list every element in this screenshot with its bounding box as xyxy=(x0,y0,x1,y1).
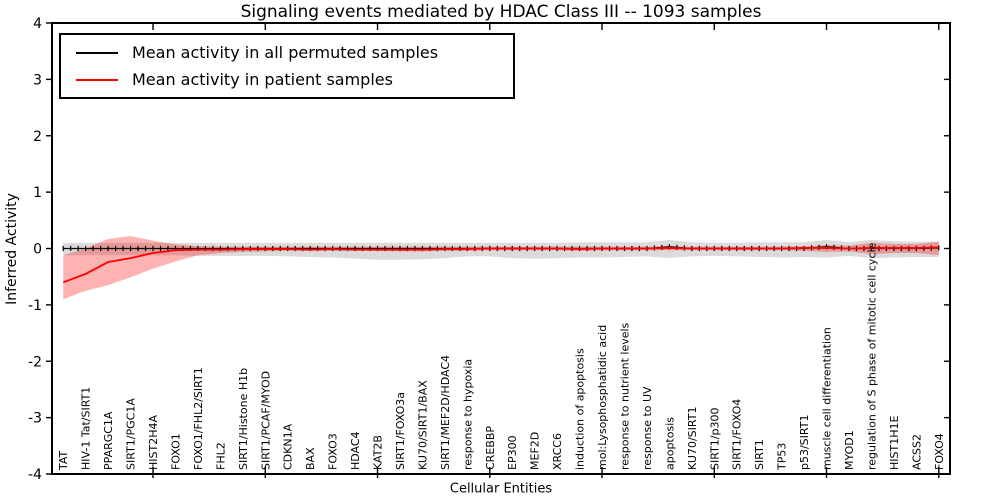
x-entity-label: mol:Lysophosphatidic acid xyxy=(596,325,609,470)
x-entity-label: FOXO1 xyxy=(169,433,182,470)
x-entity-label: FOXO3 xyxy=(327,433,340,470)
x-entity-label: apoptosis xyxy=(663,417,676,470)
y-tick-label: -4 xyxy=(28,467,42,483)
x-entity-label: PPARGC1A xyxy=(102,411,115,470)
x-entity-label: p53/SIRT1 xyxy=(798,415,811,470)
x-entity-label: FHL2 xyxy=(214,442,227,470)
y-tick-label: -2 xyxy=(28,354,42,370)
x-entity-label: CDKN1A xyxy=(282,423,295,470)
x-entity-label: XRCC6 xyxy=(551,433,564,470)
x-entity-label: SIRT1/FOXO4 xyxy=(731,399,744,470)
x-entity-label: SIRT1/p300 xyxy=(708,408,721,470)
x-entity-label: TAT xyxy=(57,450,70,471)
x-entity-label: MYOD1 xyxy=(843,430,856,470)
x-entity-label: FOXO4 xyxy=(933,433,946,470)
x-entity-label: MEF2D xyxy=(529,432,542,470)
x-entity-label: HIST2H4A xyxy=(147,415,160,470)
y-tick-label: 3 xyxy=(33,72,42,88)
x-entity-label: HIV-1 Tat/SIRT1 xyxy=(80,387,93,470)
x-entity-label: SIRT1/PCAF/MYOD xyxy=(259,371,272,470)
x-entity-label: CREBBP xyxy=(484,426,497,470)
x-entity-label: KAT2B xyxy=(372,435,385,470)
legend-item-patient: Mean activity in patient samples xyxy=(61,70,513,89)
x-entity-label: induction of apoptosis xyxy=(574,348,587,470)
legend-item-permuted: Mean activity in all permuted samples xyxy=(61,43,513,62)
legend-label: Mean activity in patient samples xyxy=(132,70,393,89)
x-entity-label: KU70/SIRT1 xyxy=(686,407,699,470)
y-tick-label: -1 xyxy=(28,298,42,314)
x-entity-label: FOXO1/FHL2/SIRT1 xyxy=(192,367,205,470)
y-tick-label: 0 xyxy=(33,242,42,258)
x-entity-label: regulation of S phase of mitotic cell cy… xyxy=(865,242,878,470)
y-tick-label: 2 xyxy=(33,129,42,145)
y-tick-label: -3 xyxy=(28,411,42,427)
x-entity-label: TP53 xyxy=(776,443,789,471)
legend-label: Mean activity in all permuted samples xyxy=(132,43,439,62)
x-entity-label: BAX xyxy=(304,447,317,470)
patient-line-swatch xyxy=(76,78,118,81)
patient-mean-line xyxy=(62,246,939,284)
y-tick-label: 4 xyxy=(33,16,42,32)
permuted-confidence-band xyxy=(63,240,939,260)
permuted-line-swatch xyxy=(76,51,118,54)
x-entity-label: SIRT1/PGC1A xyxy=(125,398,138,470)
legend: Mean activity in all permuted samples Me… xyxy=(59,33,515,99)
x-entity-label: ACSS2 xyxy=(910,434,923,470)
x-entity-label: KU70/SIRT1/BAX xyxy=(416,380,429,470)
x-entity-label: response to nutrient levels xyxy=(618,322,631,470)
x-entity-label: response to hypoxia xyxy=(461,359,474,470)
y-tick-label: 1 xyxy=(33,185,42,201)
x-entity-label: HDAC4 xyxy=(349,431,362,470)
x-entity-label: response to UV xyxy=(641,386,654,470)
x-entity-label: muscle cell differentiation xyxy=(821,327,834,470)
x-entity-label: HIST1H1E xyxy=(888,416,901,470)
chart-title: Signaling events mediated by HDAC Class … xyxy=(240,2,762,22)
x-entity-label: SIRT1/MEF2D/HDAC4 xyxy=(439,355,452,470)
x-entity-label: SIRT1/FOXO3a xyxy=(394,392,407,470)
x-entity-label: SIRT1 xyxy=(753,439,766,470)
x-entity-label: EP300 xyxy=(506,435,519,470)
x-entity-label: SIRT1/Histone H1b xyxy=(237,368,250,470)
x-axis-title: Cellular Entities xyxy=(449,481,553,497)
